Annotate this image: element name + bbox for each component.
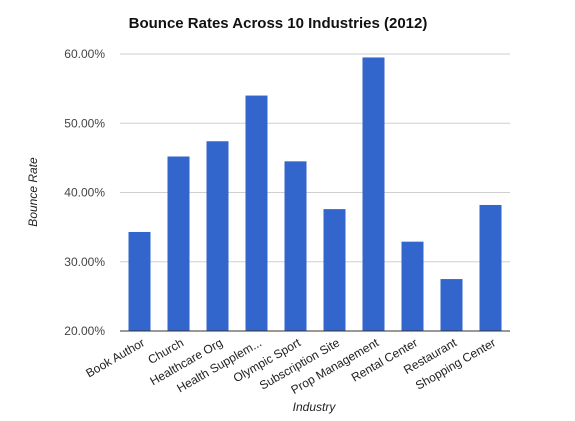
bar bbox=[206, 141, 229, 331]
chart-title: Bounce Rates Across 10 Industries (2012) bbox=[129, 15, 428, 32]
y-tick-label: 40.00% bbox=[64, 186, 105, 200]
bar bbox=[362, 57, 385, 332]
y-tick-label: 50.00% bbox=[64, 116, 105, 130]
bars bbox=[128, 57, 502, 332]
y-tick-label: 20.00% bbox=[64, 324, 105, 338]
y-axis-title: Bounce Rate bbox=[26, 157, 40, 227]
bar bbox=[323, 209, 346, 331]
x-category-label: Book Author bbox=[83, 335, 147, 380]
bar bbox=[440, 279, 463, 331]
bar bbox=[401, 241, 424, 331]
bar bbox=[245, 95, 268, 331]
bar bbox=[284, 161, 307, 331]
y-tick-label: 30.00% bbox=[64, 255, 105, 269]
x-axis-title: Industry bbox=[293, 400, 337, 414]
bar bbox=[128, 231, 151, 331]
bar bbox=[479, 204, 502, 331]
bar bbox=[167, 156, 190, 331]
y-tick-label: 60.00% bbox=[64, 47, 105, 61]
y-axis-ticks: 20.00% 30.00% 40.00% 50.00% 60.00% bbox=[64, 47, 105, 338]
